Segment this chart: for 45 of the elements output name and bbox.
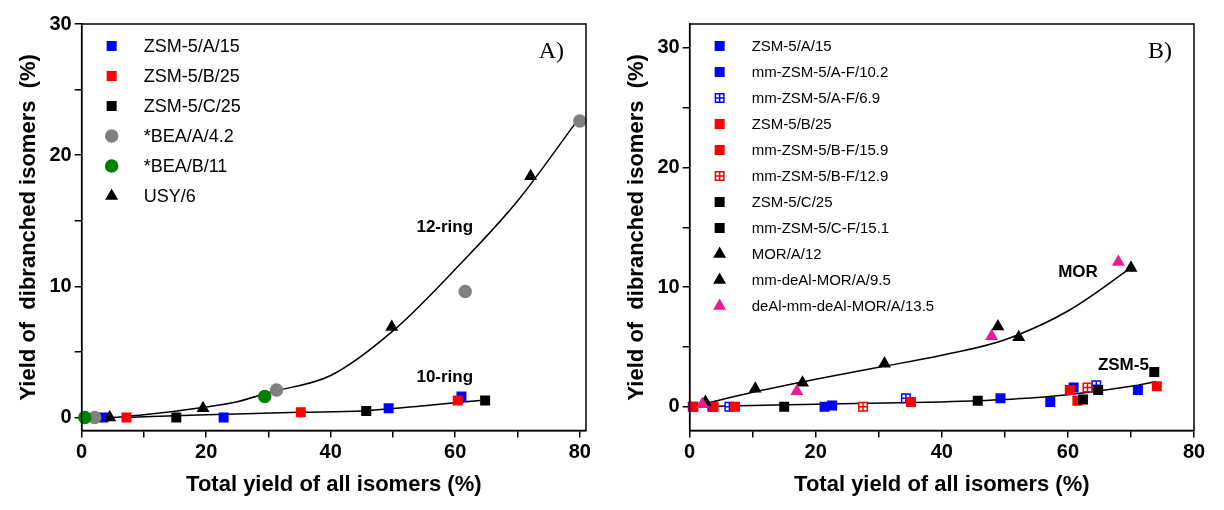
- legend-label: mm-ZSM-5/A-F/10.2: [751, 63, 889, 81]
- y-axis-title: Yield of dibranched isomers (%): [15, 54, 41, 401]
- y-axis-title: Yield of dibranched isomers (%): [623, 54, 649, 401]
- x-tick-label: 20: [195, 440, 218, 463]
- annotation: 12-ring: [416, 216, 474, 236]
- x-tick-label: 20: [804, 440, 827, 463]
- y-tick-label: 10: [657, 274, 680, 297]
- y-tick-label: 20: [49, 142, 72, 165]
- x-tick-label: 80: [568, 440, 591, 463]
- legend-label: mm-ZSM-5/C-F/15.1: [751, 219, 890, 237]
- annotation: 10-ring: [416, 367, 474, 387]
- legend-label: mm-deAl-MOR/A/9.5: [751, 271, 891, 289]
- annotation: MOR: [1058, 261, 1098, 281]
- legend-label: ZSM-5/B/25: [143, 65, 240, 86]
- x-axis-title: Total yield of all isomers (%): [794, 470, 1090, 496]
- legend-label: *BEA/A/4.2: [143, 125, 234, 146]
- legend-label: mm-ZSM-5/A-F/6.9: [751, 89, 880, 107]
- x-tick-label: 40: [930, 440, 953, 463]
- legend-label: ZSM-5/B/25: [751, 115, 832, 133]
- y-tick-label: 30: [657, 35, 680, 58]
- y-tick-label: 0: [668, 394, 680, 417]
- y-tick-label: 20: [657, 155, 680, 178]
- x-tick-label: 0: [76, 440, 88, 463]
- text: A): [538, 37, 564, 64]
- legend-label: ZSM-5/A/15: [143, 35, 240, 56]
- legend-label: *BEA/B/11: [143, 155, 228, 176]
- legend-label: MOR/A/12: [751, 245, 822, 263]
- y-tick-label: 10: [49, 273, 72, 296]
- x-axis-title: Total yield of all isomers (%): [186, 470, 482, 496]
- x-tick-label: 80: [1182, 440, 1206, 463]
- legend-label: mm-ZSM-5/B-F/15.9: [751, 141, 889, 159]
- legend-label: USY/6: [143, 185, 196, 206]
- y-tick-label: 30: [49, 11, 72, 34]
- x-tick-label: 60: [1056, 440, 1080, 463]
- x-tick-label: 60: [444, 440, 467, 463]
- annotation: ZSM-5: [1097, 355, 1149, 375]
- legend-label: mm-ZSM-5/B-F/12.9: [751, 167, 889, 185]
- legend-label: ZSM-5/C/25: [143, 95, 241, 116]
- text: B): [1148, 37, 1172, 64]
- y-tick-label: 0: [60, 405, 72, 427]
- x-tick-label: 0: [684, 440, 696, 463]
- legend-label: deAl-mm-deAl-MOR/A/13.5: [751, 297, 935, 315]
- x-tick-label: 40: [319, 440, 342, 463]
- legend-label: ZSM-5/C/25: [751, 193, 833, 211]
- legend-label: ZSM-5/A/15: [751, 37, 832, 55]
